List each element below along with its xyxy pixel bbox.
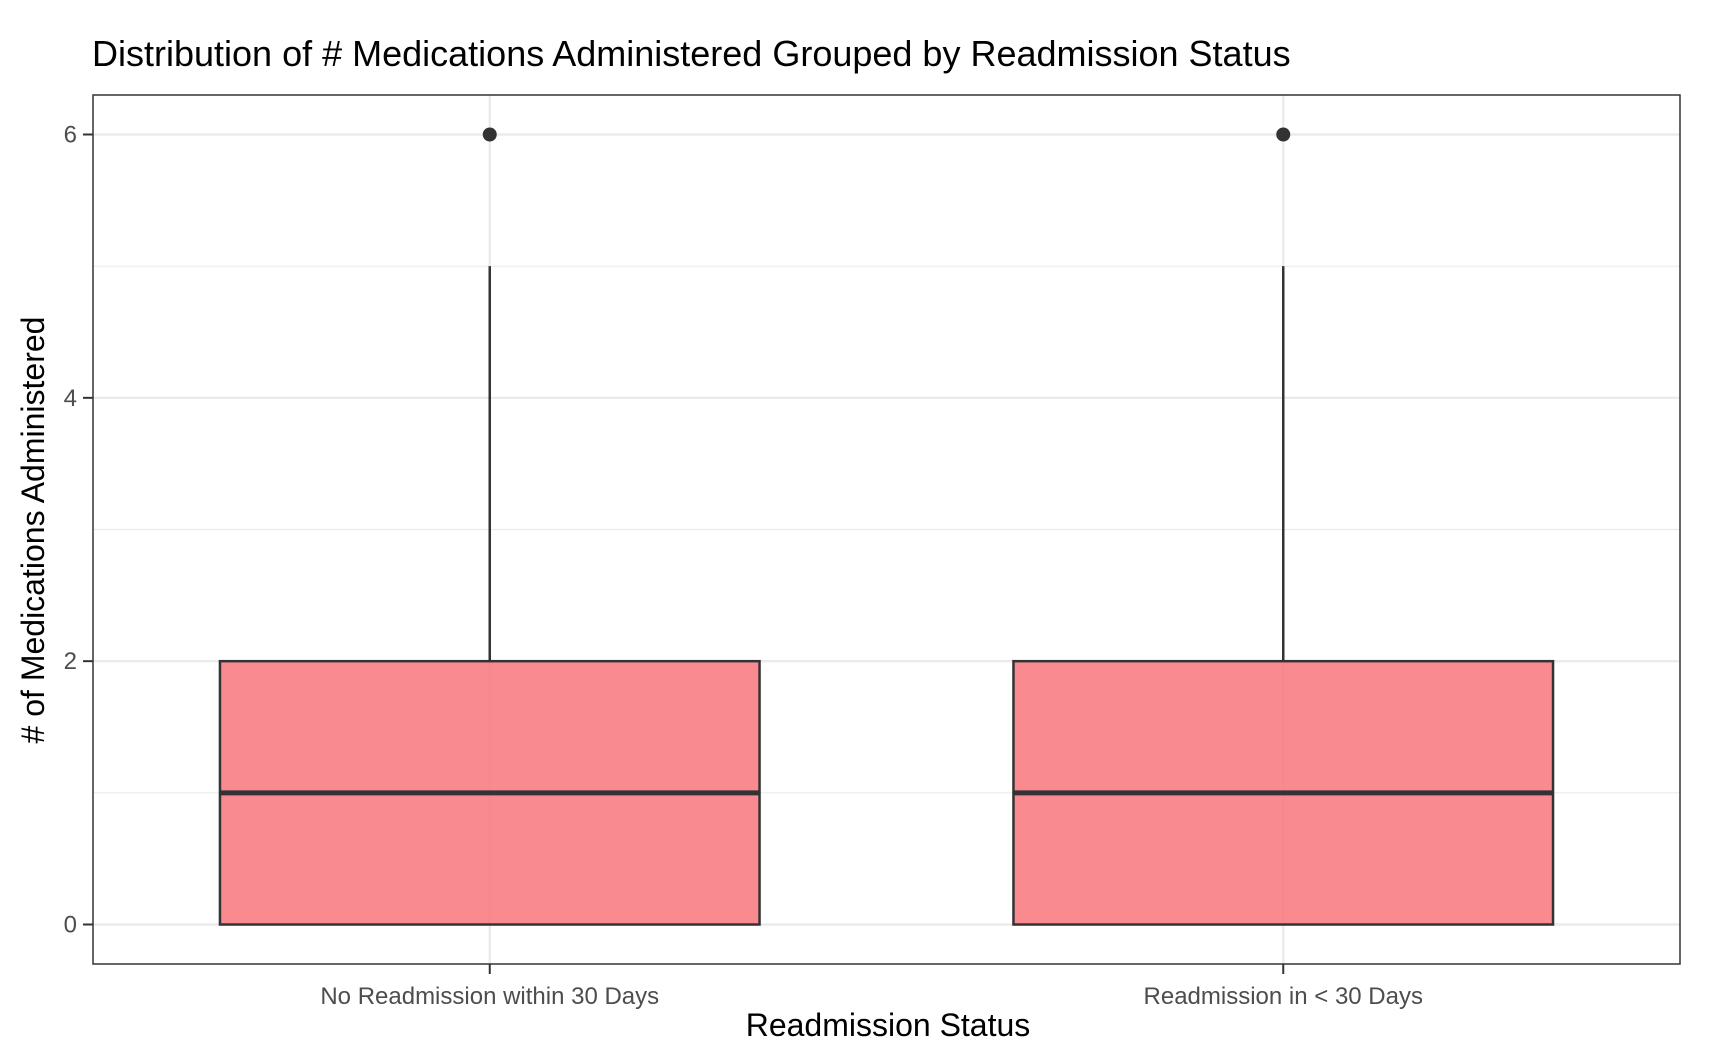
x-tick-label: Readmission in < 30 Days	[1144, 983, 1423, 1010]
y-tick-label: 0	[64, 912, 77, 939]
x-axis-title: Readmission Status	[746, 1007, 1031, 1043]
box-group	[1012, 127, 1555, 926]
y-axis: 0 2 4 6	[64, 122, 93, 939]
box-group	[218, 127, 761, 926]
chart-title: Distribution of # Medications Administer…	[92, 33, 1291, 74]
y-tick-label: 6	[64, 122, 77, 149]
x-tick-label: No Readmission within 30 Days	[320, 983, 659, 1010]
x-axis: No Readmission within 30 Days Readmission…	[320, 964, 1423, 1010]
boxes-layer	[218, 127, 1555, 926]
panel-border	[92, 94, 1681, 965]
outlier-point	[1276, 127, 1291, 142]
y-tick-label: 2	[64, 648, 77, 675]
y-axis-title: # of Medications Administered	[15, 317, 51, 744]
y-tick-label: 4	[64, 385, 77, 412]
outlier-point	[482, 127, 497, 142]
